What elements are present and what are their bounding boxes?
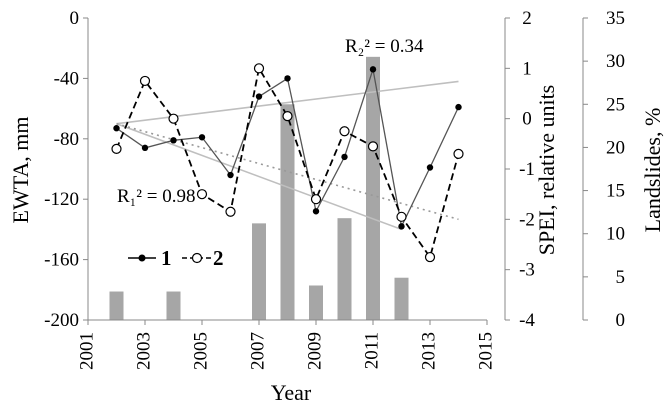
series-point-1 [341,153,348,161]
right1-tick-label: -1 [519,159,535,180]
x-tick-label: 2003 [133,332,154,370]
bar [280,104,295,321]
series-point-2 [282,111,293,122]
right1-tick-label: -3 [519,260,535,281]
series-point-2 [367,141,379,152]
legend-marker-1 [138,254,146,262]
right1-tick-label: 2 [522,8,532,29]
bar [109,291,124,320]
bar [366,56,380,320]
legend-label-2: 2 [213,246,224,270]
series-point-2 [111,143,122,154]
x-tick-label: 2015 [475,332,496,370]
right2-tick-label: 5 [616,267,626,288]
axes-group [83,17,588,325]
r2-annotation: R₂² = 0.34 [345,36,424,57]
series-point-2 [253,63,265,74]
series-point-1 [284,75,291,82]
right2-tick-label: 10 [606,224,625,245]
series-point-1 [113,125,120,132]
series-point-1 [255,93,263,100]
right2-axis-title: Landslides, % [640,108,665,233]
right2-tick-label: 15 [606,181,625,202]
series-point-1 [426,164,434,171]
right1-axis-title: SPEI, relative units [534,85,559,255]
trendline [116,122,459,221]
series-point-1 [455,103,462,111]
series-point-1 [398,223,405,230]
r1-annotation: R₁² = 0.98 [117,186,195,207]
series-point-2 [225,206,236,217]
x-tick-label: 2007 [247,332,268,370]
series-point-2 [339,126,350,137]
legend: 1 2 [128,246,224,270]
x-tick-label: 2009 [304,332,325,370]
x-tick-label: 2005 [190,332,211,370]
right2-tick-label: 35 [606,8,625,29]
left-tick-label: -200 [44,310,79,331]
trendline [116,122,402,231]
left-tick-label: 0 [70,8,80,29]
series-point-1 [312,208,320,215]
bar [394,277,409,320]
right1-tick-label: 1 [522,58,532,79]
series-point-1 [369,66,377,73]
right2-tick-label: 30 [606,51,625,72]
series-group [111,63,464,263]
series-point-1 [170,137,177,144]
series-point-1 [198,134,206,141]
bar [252,223,266,320]
bar [166,291,181,320]
bar [309,285,323,320]
series-point-2 [168,113,179,124]
right1-tick-label: -2 [519,209,535,230]
left-axis-title: EWTA, mm [8,117,33,224]
left-tick-label: -120 [44,189,79,210]
series-point-2 [424,251,436,263]
x-tick-label: 2011 [361,332,382,369]
series-point-2 [196,189,208,200]
right2-tick-label: 0 [616,310,626,331]
series-point-2 [453,148,464,159]
series-point-1 [227,171,234,179]
x-tick-label: 2001 [76,332,97,370]
right1-tick-label: 0 [522,109,532,130]
series-point-2 [139,75,151,87]
series-point-2 [310,194,322,205]
right2-tick-label: 25 [606,94,625,115]
bar [337,218,352,320]
series-point-2 [396,211,407,222]
left-tick-label: -160 [44,250,79,271]
left-tick-label: -40 [54,68,79,89]
bars-group [109,56,409,321]
legend-label-1: 1 [161,246,172,270]
x-tick-label: 2013 [418,332,439,370]
right1-tick-label: -4 [519,310,535,331]
x-axis-title: Year [271,380,312,405]
left-tick-label: -80 [54,129,79,150]
series-point-1 [141,144,149,152]
right2-tick-label: 20 [606,137,625,158]
legend-marker-2 [191,252,203,264]
